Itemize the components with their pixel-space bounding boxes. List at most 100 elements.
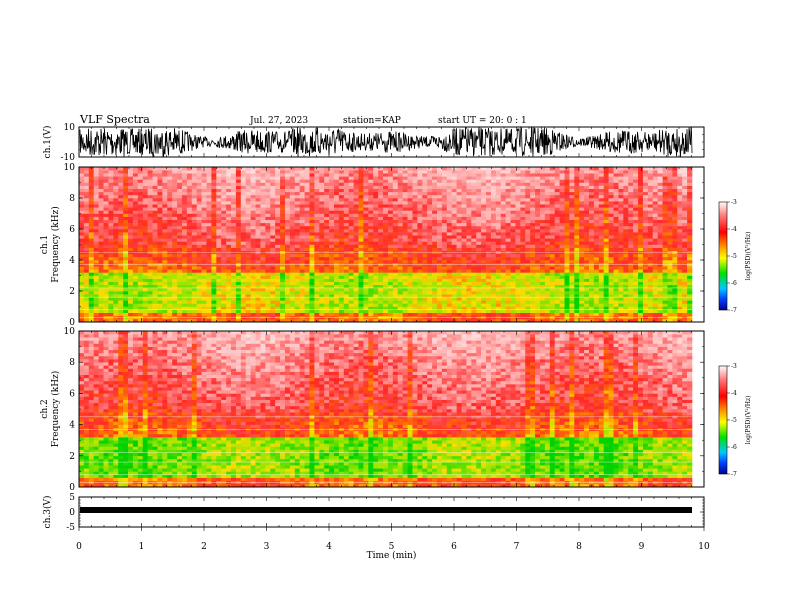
spectrogram-cell (343, 253, 350, 258)
spectrogram-cell (329, 235, 335, 239)
spectrogram-cell (334, 198, 340, 202)
spectrogram-cell (181, 191, 188, 196)
spectrogram-cell (216, 281, 222, 286)
spectrogram-cell (245, 173, 251, 177)
spectrogram-cell (520, 318, 526, 323)
spectrogram-cell (250, 275, 256, 279)
spectrogram-cell (240, 232, 247, 236)
spectrogram-cell (358, 188, 364, 193)
spectrogram-cell (142, 229, 148, 233)
spectrogram-cell (397, 309, 403, 313)
spectrogram-cell (358, 318, 364, 323)
spectrogram-cell (446, 182, 452, 186)
spectrogram-cell (505, 278, 511, 282)
spectrogram-cell (137, 269, 144, 273)
spectrogram-cell (495, 232, 502, 236)
spectrogram-cell (172, 294, 178, 298)
spectrogram-cell (378, 287, 384, 292)
spectrogram-cell (510, 179, 516, 183)
spectrogram-cell (88, 294, 95, 298)
spectrogram-cell (461, 294, 467, 298)
spectrogram-cell (343, 309, 350, 313)
spectrogram-cell (368, 253, 374, 258)
spectrogram-cell (260, 235, 266, 239)
spectrogram-cell (280, 229, 286, 233)
spectrogram-cell (314, 269, 320, 273)
spectrogram-cell (211, 275, 217, 279)
spectrogram-cell (132, 309, 139, 313)
spectrogram-cell (157, 275, 163, 279)
spectrogram-cell (93, 222, 99, 227)
spectrogram-cell (172, 291, 178, 295)
spectrogram-cell (93, 256, 99, 261)
spectrogram-cell (260, 278, 266, 282)
spectrogram-cell (481, 241, 487, 245)
spectrogram-cell (235, 241, 242, 245)
spectrogram-cell (177, 306, 183, 310)
spectrogram-cell (515, 182, 521, 186)
spectrogram-cell (535, 244, 541, 248)
spectrogram-cell (118, 207, 124, 211)
spectrogram-cell (353, 225, 359, 230)
spectrogram-cell (142, 173, 148, 177)
spectrogram-cell (549, 213, 555, 217)
spectrogram-cell (378, 278, 384, 282)
spectrogram-cell (211, 306, 217, 310)
spectrogram-cell (177, 204, 183, 208)
spectrogram-cell (461, 204, 467, 208)
spectrogram-cell (294, 318, 300, 323)
spectrogram-cell (466, 232, 472, 236)
spectrogram-cell (93, 219, 99, 224)
spectrogram-cell (334, 272, 340, 276)
spectrogram-cell (495, 284, 502, 289)
spectrogram-cell (539, 232, 546, 236)
spectrogram-cell (103, 291, 109, 295)
spectrogram-cell (304, 204, 310, 208)
spectrogram-cell (191, 210, 197, 214)
spectrogram-cell (481, 309, 487, 313)
spectrogram-cell (275, 210, 281, 214)
spectrogram-cell (412, 309, 418, 313)
spectrogram-cell (436, 198, 443, 202)
y-tick-label: -10 (61, 153, 76, 163)
spectrogram-cell (270, 269, 276, 273)
spectrogram-cell (373, 306, 379, 310)
spectrogram-cell (500, 291, 506, 295)
spectrogram-cell (476, 244, 482, 248)
spectrogram-cell (123, 219, 129, 224)
spectrogram-cell (132, 266, 139, 270)
spectrogram-cell (471, 309, 477, 313)
spectrogram-cell (93, 188, 99, 193)
spectrogram-cell (466, 188, 472, 193)
spectrogram-cell (436, 244, 443, 248)
spectrogram-cell (427, 256, 433, 261)
spectrogram-cell (436, 297, 443, 301)
spectrogram-cell (486, 232, 492, 236)
spectrogram-cell (191, 216, 197, 220)
spectrogram-cell (98, 266, 104, 270)
spectrogram-cell (147, 306, 153, 310)
spectrogram-cell (304, 185, 310, 189)
spectrogram-cell (441, 188, 448, 193)
spectrogram-cell (255, 170, 261, 174)
spectrogram-cell (177, 210, 183, 214)
spectrogram-cell (373, 213, 379, 217)
spectrogram-cell (304, 219, 310, 224)
spectrogram-cell (172, 229, 178, 233)
spectrogram-cell (422, 173, 428, 177)
spectrogram-cell (280, 303, 286, 307)
spectrogram-cell (520, 291, 526, 295)
spectrogram-cell (319, 241, 325, 245)
spectrogram-cell (132, 297, 139, 301)
spectrogram-cell (353, 194, 359, 199)
spectrogram-cell (142, 297, 148, 301)
spectrogram-cell (373, 229, 379, 233)
spectrogram-cell (181, 238, 188, 242)
spectrogram-cell (500, 207, 506, 211)
spectrogram-cell (181, 229, 188, 233)
spectrogram-cell (378, 225, 384, 230)
spectrogram-cell (250, 244, 256, 248)
spectrogram-cell (132, 291, 139, 295)
spectrogram-cell (441, 229, 448, 233)
spectrogram-cell (211, 232, 217, 236)
